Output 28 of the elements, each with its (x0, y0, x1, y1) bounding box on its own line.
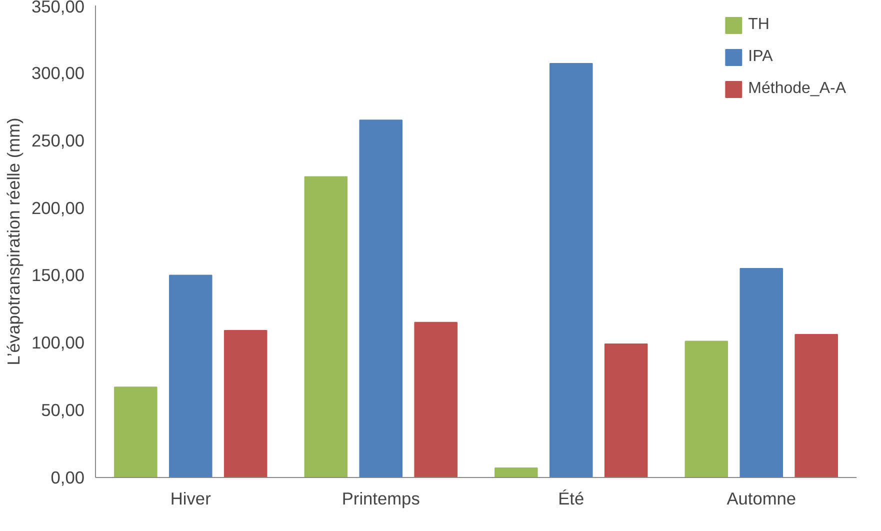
bar (684, 340, 728, 478)
y-tick-label: 150,00 (32, 265, 84, 286)
x-tick-label: Automne (726, 488, 796, 508)
y-tick-label: 300,00 (32, 62, 84, 83)
legend-label: IPA (748, 48, 773, 66)
bar (304, 176, 348, 478)
x-tick-label: Été (558, 488, 584, 508)
bar (740, 268, 784, 478)
legend-label: Méthode_A-A (748, 80, 846, 98)
x-tick-label: Printemps (342, 488, 420, 508)
y-tick-label: 200,00 (32, 198, 84, 218)
bar (114, 386, 158, 478)
y-axis-title: L’évapotranspiration réelle (mm) (4, 118, 24, 366)
bar (224, 330, 268, 478)
y-tick-label: 50,00 (41, 400, 85, 420)
bar (794, 334, 838, 478)
bar (549, 62, 593, 478)
x-tick-label: Hiver (170, 488, 212, 508)
bar (414, 322, 458, 478)
bar (168, 274, 212, 478)
y-tick-label: 250,00 (32, 130, 84, 150)
legend-label: TH (748, 16, 770, 34)
y-tick-label: 0,00 (50, 468, 85, 488)
bar (604, 343, 648, 478)
y-tick-label: 100,00 (32, 332, 84, 353)
y-tick-label: 350,00 (32, 0, 84, 16)
bar (359, 120, 403, 478)
bar (494, 468, 538, 478)
